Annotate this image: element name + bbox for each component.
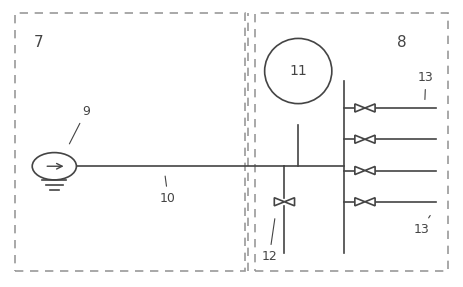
Text: 9: 9 — [69, 105, 90, 144]
Polygon shape — [365, 104, 375, 112]
Polygon shape — [355, 198, 365, 206]
Text: 8: 8 — [397, 36, 407, 51]
Polygon shape — [355, 166, 365, 174]
Polygon shape — [355, 104, 365, 112]
Text: 11: 11 — [289, 64, 307, 78]
Text: 13: 13 — [418, 71, 434, 100]
Text: 10: 10 — [160, 176, 176, 205]
Polygon shape — [365, 135, 375, 143]
Ellipse shape — [265, 38, 332, 104]
Polygon shape — [355, 135, 365, 143]
Text: 12: 12 — [262, 219, 277, 263]
Text: 13: 13 — [413, 216, 430, 236]
Text: 7: 7 — [34, 36, 43, 51]
Circle shape — [32, 153, 76, 180]
Polygon shape — [274, 198, 284, 206]
Polygon shape — [365, 166, 375, 174]
Polygon shape — [284, 198, 294, 206]
Polygon shape — [365, 198, 375, 206]
